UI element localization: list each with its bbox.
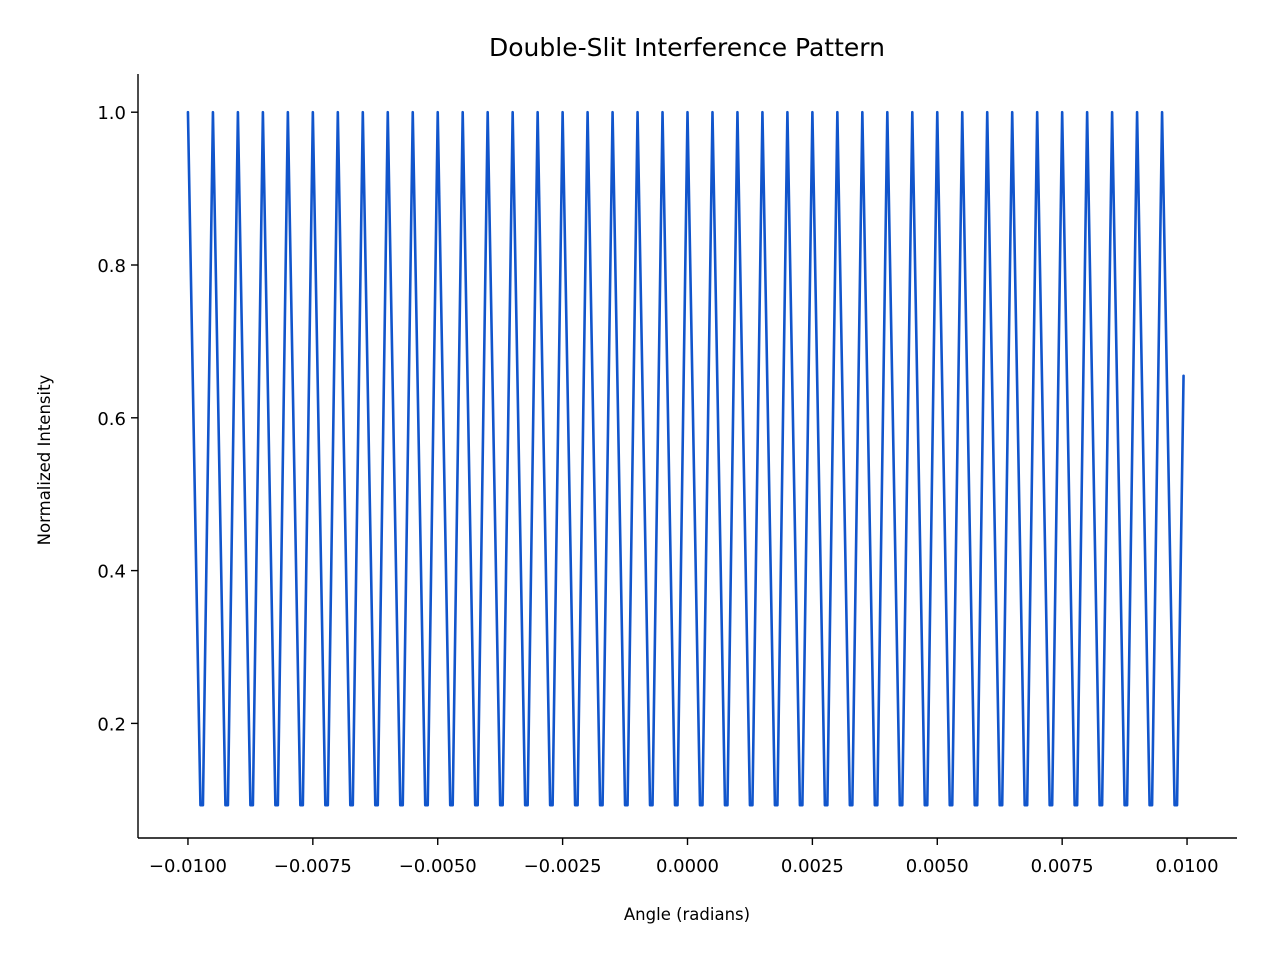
y-tick-label: 0.2	[97, 714, 126, 735]
x-tick-label: −0.0050	[399, 856, 477, 877]
x-tick-label: 0.0100	[1156, 856, 1219, 877]
plot-area: 0.20.40.60.81.0 −0.0100 −0.0075 −0.0050 −0.…	[97, 74, 1237, 877]
chart-title: Double-Slit Interference Pattern	[489, 33, 885, 62]
x-axis-ticks: −0.0100 −0.0075 −0.0050 −0.0025 0.0000 0.0025…	[149, 838, 1219, 877]
x-tick-label: 0.0050	[906, 856, 969, 877]
y-tick-label: 0.4	[97, 562, 126, 583]
x-tick-label: −0.0100	[149, 856, 227, 877]
x-axis-label: Angle (radians)	[624, 905, 750, 924]
y-tick-label: 0.8	[97, 256, 126, 277]
x-tick-label: 0.0000	[656, 856, 719, 877]
x-tick-label: −0.0075	[274, 856, 352, 877]
x-tick-label: −0.0025	[524, 856, 602, 877]
series-layer	[186, 110, 1185, 807]
y-axis-ticks: 0.2 0.4 0.6 0.8 1.0	[97, 103, 138, 735]
y-axis-label: Normalized Intensity	[35, 374, 54, 545]
y-tick-label: 1.0	[97, 103, 126, 124]
x-tick-label: 0.0075	[1031, 856, 1094, 877]
y-tick-label: 0.6	[97, 409, 126, 430]
series-line-0	[186, 110, 1185, 807]
x-tick-label: 0.0025	[781, 856, 844, 877]
